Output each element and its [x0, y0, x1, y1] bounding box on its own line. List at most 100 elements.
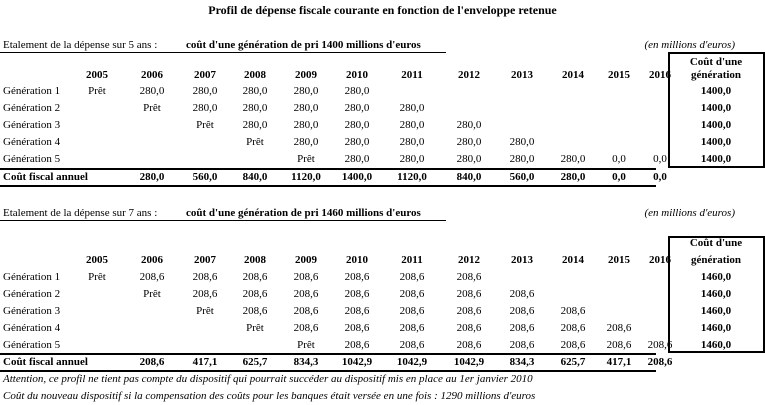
total-cell: 0,0	[612, 171, 626, 183]
total-cell: 1042,9	[396, 356, 428, 368]
table-cell: 208,6	[192, 288, 218, 300]
table-cell: 280,0	[344, 153, 370, 165]
section-subtitle: coût d'une génération de pri 1460 millio…	[186, 207, 421, 219]
row-cost: 1460,0	[700, 339, 732, 351]
year-header: 2008	[244, 254, 266, 266]
year-header: 2013	[511, 254, 533, 266]
table-cell: 280,0	[293, 85, 319, 97]
row-cost: 1400,0	[700, 119, 732, 131]
table-cell: Prêt	[143, 288, 161, 300]
section-label: Etalement de la dépense sur 7 ans :	[3, 207, 158, 219]
section-label: Etalement de la dépense sur 5 ans :	[3, 39, 158, 51]
total-cell: 840,0	[456, 171, 482, 183]
total-cell: 1042,9	[453, 356, 485, 368]
table-cell: 280,0	[509, 153, 535, 165]
total-label: Coût fiscal annuel	[3, 356, 88, 368]
table-cell: 208,6	[293, 322, 319, 334]
table-cell: 208,6	[456, 271, 482, 283]
total-cell: 1120,0	[291, 171, 321, 183]
table-cell: 208,6	[456, 339, 482, 351]
table-cell: 208,6	[344, 305, 370, 317]
table-cell: Prêt	[196, 119, 214, 131]
table-cell: 208,6	[509, 339, 535, 351]
table-cell: 208,6	[399, 305, 425, 317]
row-label: Génération 1	[3, 85, 61, 97]
year-header: 2016	[649, 254, 671, 266]
total-cell: 1042,9	[341, 356, 373, 368]
year-header: 2008	[244, 69, 266, 81]
total-cell: 834,3	[509, 356, 535, 368]
table-cell: 208,6	[456, 322, 482, 334]
year-header: 2011	[401, 254, 423, 266]
table-cell: 280,0	[456, 153, 482, 165]
row-cost: 1400,0	[700, 136, 732, 148]
total-cell: 417,1	[606, 356, 632, 368]
row-label: Génération 5	[3, 153, 61, 165]
total-cell: 834,3	[293, 356, 319, 368]
year-header: 2015	[608, 69, 630, 81]
year-header: 2014	[562, 254, 584, 266]
row-label: Génération 2	[3, 102, 61, 114]
table-cell: 208,6	[509, 322, 535, 334]
total-cell: 1400,0	[341, 171, 373, 183]
table-cell: Prêt	[196, 305, 214, 317]
row-label: Génération 3	[3, 119, 61, 131]
year-header: 2006	[141, 254, 163, 266]
table-cell: 208,6	[344, 271, 370, 283]
table-cell: Prêt	[246, 322, 264, 334]
row-cost: 1460,0	[700, 271, 732, 283]
table-cell: 280,0	[344, 85, 370, 97]
table-cell: 280,0	[242, 85, 268, 97]
year-header: 2016	[649, 69, 671, 81]
table-cell: Prêt	[246, 136, 264, 148]
table-cell: 208,6	[647, 339, 673, 351]
table-cell: Prêt	[297, 339, 315, 351]
year-header: 2009	[295, 254, 317, 266]
year-header: 2013	[511, 69, 533, 81]
table-cell: 208,6	[293, 288, 319, 300]
year-header: 2012	[458, 69, 480, 81]
page-title: Profil de dépense fiscale courante en fo…	[208, 3, 557, 17]
table-cell: 208,6	[139, 271, 165, 283]
total-cell: 560,0	[192, 171, 218, 183]
row-cost: 1460,0	[700, 288, 732, 300]
row-label: Génération 3	[3, 305, 61, 317]
total-cell: 417,1	[192, 356, 218, 368]
cost-header: Coût d'une	[689, 56, 743, 68]
table-cell: 208,6	[399, 271, 425, 283]
row-label: Génération 4	[3, 136, 61, 148]
table-cell: 208,6	[192, 271, 218, 283]
row-label: Génération 4	[3, 322, 61, 334]
year-header: 2006	[141, 69, 163, 81]
table-cell: 208,6	[399, 339, 425, 351]
table-cell: 280,0	[242, 119, 268, 131]
row-cost: 1460,0	[700, 322, 732, 334]
table-cell: 280,0	[344, 119, 370, 131]
table-cell: 208,6	[399, 322, 425, 334]
table-cell: 280,0	[399, 153, 425, 165]
cost-header: Coût d'une	[689, 237, 743, 249]
table-cell: 280,0	[192, 85, 218, 97]
row-cost: 1400,0	[700, 85, 732, 97]
subtitle-underline	[0, 220, 446, 221]
table-cell: 280,0	[456, 136, 482, 148]
year-header: 2014	[562, 69, 584, 81]
table-cell: 280,0	[399, 136, 425, 148]
table-cell: 280,0	[344, 102, 370, 114]
total-cell: 840,0	[242, 171, 268, 183]
table-cell: 208,6	[560, 339, 586, 351]
table-cell: 0,0	[612, 153, 626, 165]
table-cell: 208,6	[293, 305, 319, 317]
year-header: 2007	[194, 69, 216, 81]
table-cell: 280,0	[509, 136, 535, 148]
table-cell: 208,6	[560, 305, 586, 317]
note-1: Attention, ce profil ne tient pas compte…	[3, 373, 533, 385]
year-header: 2015	[608, 254, 630, 266]
total-cell: 0,0	[653, 171, 667, 183]
table-cell: 208,6	[456, 288, 482, 300]
year-header: 2005	[86, 69, 108, 81]
table-cell: 208,6	[344, 339, 370, 351]
table-cell: 208,6	[606, 339, 632, 351]
year-header: 2007	[194, 254, 216, 266]
table-cell: 208,6	[344, 322, 370, 334]
